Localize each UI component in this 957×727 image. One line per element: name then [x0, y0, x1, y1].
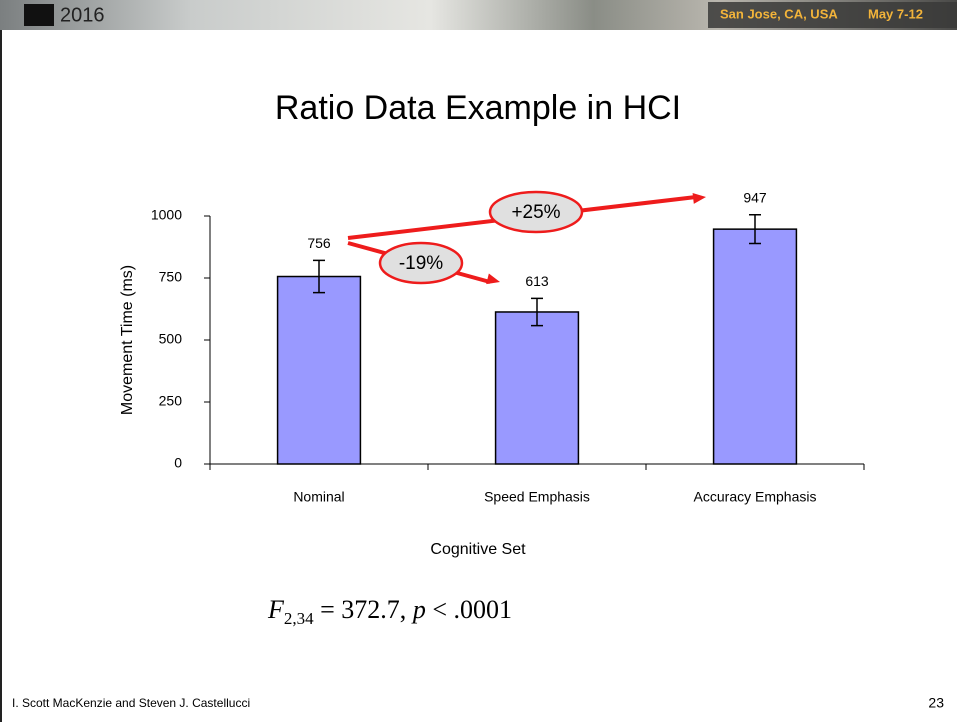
error-bar — [313, 259, 325, 294]
banner-location: San Jose, CA, USA — [720, 6, 838, 21]
annotation: +25% — [511, 202, 560, 223]
error-bar — [531, 297, 543, 327]
y-tick-label: 750 — [159, 269, 183, 285]
error-bar — [749, 214, 761, 245]
value-label: 756 — [307, 235, 331, 251]
arrow-head — [486, 273, 500, 285]
page-number: 23 — [928, 695, 944, 711]
banner-info-bg — [708, 2, 957, 28]
annotation: -19% — [399, 253, 443, 274]
banner-year: 2016 — [60, 4, 105, 26]
y-tick-label: 500 — [159, 331, 183, 347]
formula: F2,34 = 372.7, p < .0001 — [267, 595, 512, 628]
bar — [712, 228, 798, 465]
annotation-bubble — [378, 241, 464, 285]
y-axis-label: Movement Time (ms) — [119, 265, 136, 415]
x-tick-label: Nominal — [293, 489, 344, 505]
bar — [276, 275, 362, 465]
arrow-head — [692, 193, 706, 204]
logo — [24, 4, 54, 26]
y-tick-label: 0 — [174, 455, 182, 471]
banner-dates: May 7-12 — [868, 6, 923, 21]
bar — [494, 311, 580, 465]
x-axis-label: Cognitive Set — [430, 541, 526, 558]
x-tick-label: Accuracy Emphasis — [694, 489, 817, 505]
y-tick-label: 1000 — [151, 207, 182, 223]
footer-authors: I. Scott MacKenzie and Steven J. Castell… — [12, 696, 250, 710]
value-label: 947 — [743, 189, 767, 205]
slide-title: Ratio Data Example in HCI — [275, 89, 681, 127]
value-label: 613 — [525, 273, 549, 289]
x-tick-label: Speed Emphasis — [484, 489, 590, 505]
annotation-bubble — [488, 190, 584, 234]
y-tick-label: 250 — [159, 393, 183, 409]
